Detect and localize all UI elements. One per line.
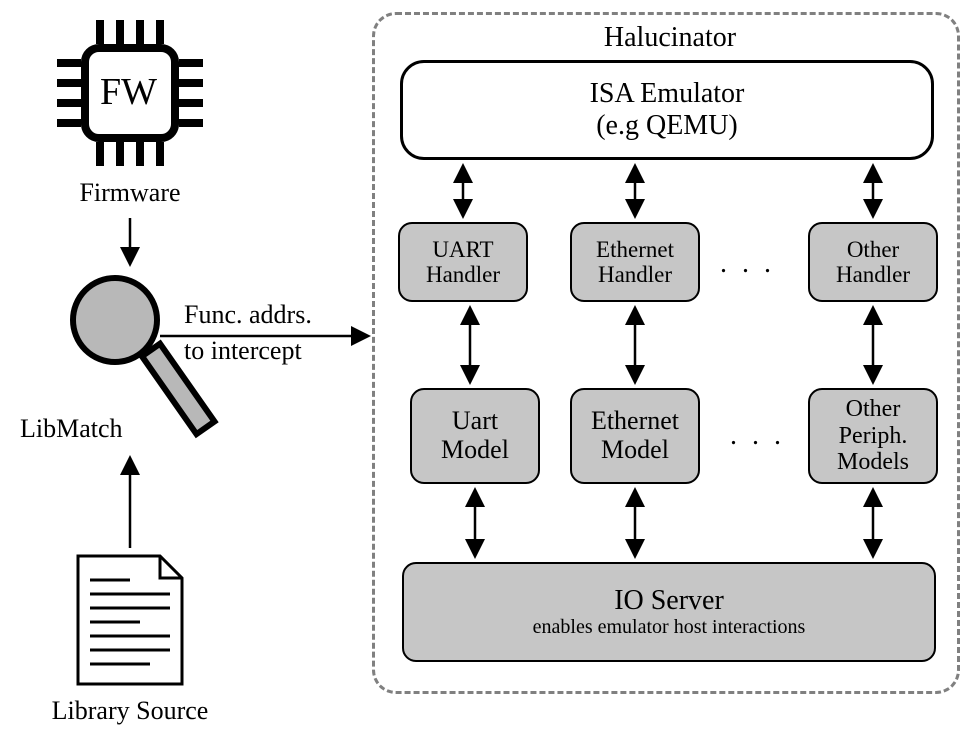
library-source-label: Library Source — [30, 696, 230, 726]
firmware-label: Firmware — [70, 178, 190, 208]
libmatch-label: LibMatch — [20, 414, 140, 444]
document-icon — [78, 556, 182, 684]
chip-text: FW — [100, 70, 157, 114]
arrow-text-l2: to intercept — [184, 336, 302, 366]
arrow-text-l1: Func. addrs. — [184, 300, 312, 330]
